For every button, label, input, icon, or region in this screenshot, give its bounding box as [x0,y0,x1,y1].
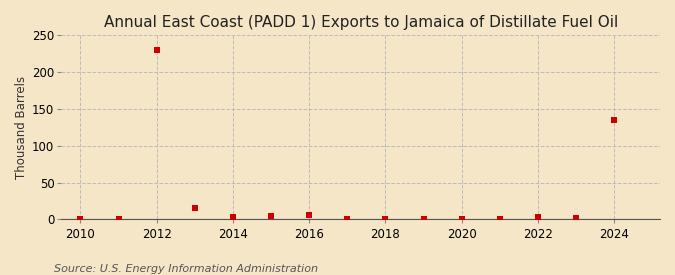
Point [75,217,86,222]
Text: Source: U.S. Energy Information Administration: Source: U.S. Energy Information Administ… [54,264,318,274]
Point [190,205,200,210]
Point [418,217,429,221]
Point [227,215,238,219]
Point [380,216,391,221]
Point [495,217,506,221]
Point [304,213,315,217]
Point [342,217,353,221]
Point [151,48,162,52]
Point [266,213,277,218]
Point [456,217,467,221]
Point [533,215,543,219]
Point [609,118,620,122]
Point [113,217,124,221]
Title: Annual East Coast (PADD 1) Exports to Jamaica of Distillate Fuel Oil: Annual East Coast (PADD 1) Exports to Ja… [103,15,618,30]
Y-axis label: Thousand Barrels: Thousand Barrels [15,76,28,179]
Point [571,216,582,220]
